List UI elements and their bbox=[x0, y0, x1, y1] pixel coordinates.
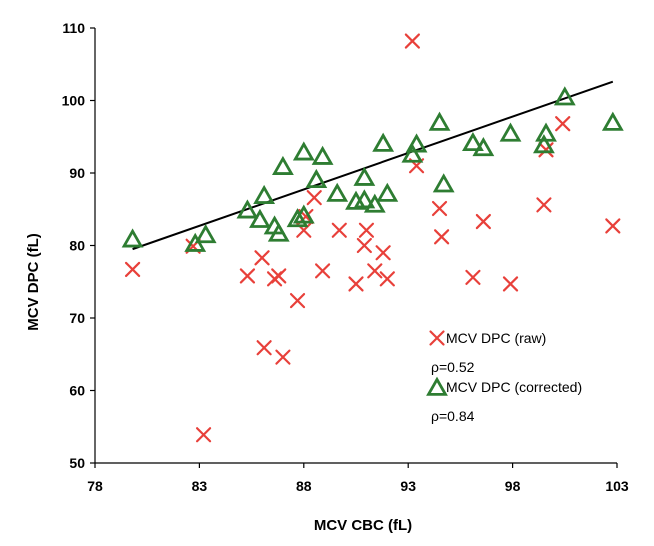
raw-point bbox=[256, 340, 272, 356]
legend-corrected-triangle bbox=[426, 376, 448, 396]
corrected-point bbox=[267, 222, 290, 242]
corrected-point bbox=[353, 189, 376, 209]
x-tick-label: 93 bbox=[400, 478, 416, 494]
raw-point bbox=[254, 250, 270, 266]
corrected-point bbox=[326, 182, 349, 202]
x-tick-label: 83 bbox=[192, 478, 208, 494]
y-tick-label: 80 bbox=[69, 238, 85, 254]
y-tick-label: 90 bbox=[69, 165, 85, 181]
corrected-point bbox=[253, 184, 276, 204]
y-axis: 50 60 70 80 90 100 110 bbox=[62, 20, 96, 471]
raw-point bbox=[195, 427, 212, 443]
corrected-point bbox=[535, 122, 557, 142]
series-corrected-group bbox=[121, 86, 624, 252]
x-tick-label: 88 bbox=[296, 478, 312, 494]
corrected-point bbox=[432, 173, 455, 193]
corrected-point bbox=[405, 133, 428, 153]
legend-raw-x bbox=[429, 330, 445, 346]
corrected-point bbox=[292, 141, 315, 161]
y-tick-label: 70 bbox=[69, 310, 85, 326]
raw-point bbox=[605, 218, 621, 234]
corrected-point bbox=[363, 193, 386, 213]
corrected-point bbox=[553, 86, 576, 106]
raw-point bbox=[465, 269, 481, 285]
raw-point bbox=[375, 245, 391, 261]
raw-point bbox=[431, 200, 448, 217]
raw-point bbox=[289, 293, 306, 309]
corrected-point bbox=[353, 166, 376, 186]
legend: MCV DPC (raw) ρ=0.52 MCV DPC (corrected)… bbox=[426, 330, 582, 424]
corrected-point bbox=[236, 199, 259, 219]
raw-point bbox=[331, 222, 347, 238]
corrected-point bbox=[462, 131, 484, 152]
raw-point bbox=[434, 229, 450, 245]
trendline-group bbox=[132, 80, 614, 251]
raw-point bbox=[555, 116, 571, 132]
raw-point bbox=[239, 268, 256, 284]
corrected-point bbox=[376, 182, 399, 202]
raw-point bbox=[358, 222, 375, 238]
corrected-point bbox=[499, 122, 522, 142]
raw-point bbox=[379, 271, 395, 287]
corrected-point bbox=[121, 228, 144, 248]
x-tick-label: 78 bbox=[87, 478, 103, 494]
legend-rho-raw: ρ=0.52 bbox=[431, 359, 475, 375]
raw-point bbox=[271, 268, 287, 284]
corrected-point bbox=[533, 134, 555, 154]
legend-corrected-marker bbox=[426, 376, 448, 396]
y-tick-label: 50 bbox=[69, 455, 85, 471]
legend-corrected-label: MCV DPC (corrected) bbox=[446, 379, 582, 395]
raw-point bbox=[502, 276, 519, 292]
corrected-point bbox=[428, 111, 451, 131]
raw-point bbox=[536, 197, 552, 213]
raw-point bbox=[348, 276, 364, 292]
x-axis-title: MCV CBC (fL) bbox=[314, 517, 412, 534]
x-axis: 78 83 88 93 98 103 bbox=[87, 462, 629, 494]
y-tick-label: 100 bbox=[62, 93, 86, 109]
y-tick-label: 60 bbox=[69, 383, 85, 399]
legend-rho-corrected: ρ=0.84 bbox=[431, 408, 475, 424]
corrected-point bbox=[472, 137, 495, 157]
corrected-point bbox=[286, 208, 309, 228]
raw-point bbox=[356, 237, 372, 254]
raw-point bbox=[306, 190, 322, 206]
corrected-point bbox=[372, 132, 395, 152]
x-tick-label: 103 bbox=[605, 478, 629, 494]
corrected-point bbox=[305, 168, 328, 189]
raw-point bbox=[404, 33, 420, 49]
raw-point bbox=[475, 213, 491, 230]
raw-point bbox=[314, 263, 331, 279]
y-axis-title: MCV DPC (fL) bbox=[25, 233, 42, 331]
raw-point bbox=[367, 263, 383, 279]
y-tick-label: 110 bbox=[62, 20, 85, 36]
corrected-point bbox=[249, 208, 271, 228]
raw-point bbox=[275, 349, 291, 365]
raw-point bbox=[124, 261, 141, 278]
corrected-point bbox=[311, 145, 334, 165]
corrected-point bbox=[601, 111, 624, 131]
corrected-point bbox=[401, 143, 424, 163]
legend-raw-label: MCV DPC (raw) bbox=[446, 330, 546, 346]
trendline bbox=[132, 80, 614, 251]
corrected-point bbox=[292, 204, 315, 224]
x-tick-label: 98 bbox=[505, 478, 521, 494]
corrected-point bbox=[272, 155, 294, 175]
legend-raw-marker bbox=[429, 330, 445, 346]
corrected-point bbox=[194, 224, 217, 244]
